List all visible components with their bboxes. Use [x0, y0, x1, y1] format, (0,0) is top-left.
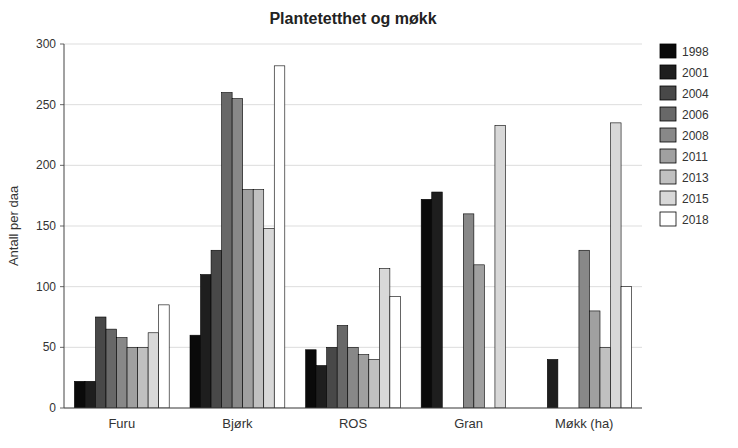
legend-label: 2006 — [682, 108, 709, 122]
grid — [64, 44, 642, 408]
legend-swatch — [660, 191, 676, 205]
legend-swatch — [660, 128, 676, 142]
bar — [390, 296, 401, 408]
y-tick-label: 0 — [49, 401, 56, 415]
bar — [432, 192, 443, 408]
grid-line — [64, 44, 642, 45]
bar — [201, 275, 212, 408]
bar — [421, 199, 432, 408]
legend-label: 2001 — [682, 66, 709, 80]
x-tick-label: ROS — [339, 416, 368, 431]
legend-swatch — [660, 86, 676, 100]
bar — [463, 214, 474, 408]
bar — [232, 99, 243, 408]
y-tick — [60, 408, 64, 409]
x-tick-label: Furu — [108, 416, 135, 431]
bar — [495, 125, 506, 408]
bar — [316, 366, 327, 408]
legend-swatch — [660, 212, 676, 226]
bar — [274, 66, 285, 408]
bar — [306, 350, 317, 408]
legend-label: 2011 — [682, 150, 708, 164]
grid-line — [64, 165, 642, 166]
legend-label: 2013 — [682, 171, 709, 185]
legend-swatch — [660, 65, 676, 79]
chart: Plantetetthet og møkk Antall per daa 0 50 10… — [0, 0, 738, 448]
grid-line — [64, 226, 642, 227]
bar — [117, 338, 128, 408]
bar — [127, 347, 138, 408]
title: Plantetetthet og møkk — [269, 10, 436, 27]
bar — [547, 359, 558, 408]
y-tick-label: 50 — [43, 340, 57, 354]
bar — [327, 347, 338, 408]
bar — [379, 268, 390, 408]
y-tick-label: 300 — [36, 37, 56, 51]
x-tick-label: Bjørk — [222, 416, 253, 431]
legend-swatch — [660, 149, 676, 163]
bar — [600, 347, 611, 408]
bar — [253, 190, 264, 408]
bar — [190, 335, 201, 408]
grid-line — [64, 408, 642, 409]
legend-label: 2015 — [682, 192, 709, 206]
legend-label: 2018 — [682, 213, 709, 227]
bar — [148, 333, 159, 408]
legend-swatch — [660, 44, 676, 58]
bar — [474, 265, 485, 408]
bar — [211, 250, 222, 408]
bar — [589, 311, 600, 408]
bar — [159, 305, 170, 408]
bar — [85, 381, 96, 408]
bar — [243, 190, 254, 408]
legend-label: 2004 — [682, 87, 709, 101]
y-axis — [64, 44, 65, 408]
x-tick-label: Møkk (ha) — [555, 416, 614, 431]
bar — [138, 347, 149, 408]
y-tick — [60, 44, 64, 45]
legend: 1998 2001 2004 2006 2008 2011 2013 2015 2018 — [660, 44, 709, 227]
legend-label: 1998 — [682, 45, 709, 59]
bar — [222, 93, 233, 408]
bar — [579, 250, 590, 408]
legend-swatch — [660, 107, 676, 121]
legend-swatch — [660, 170, 676, 184]
legend-label: 2008 — [682, 129, 709, 143]
grid-line — [64, 104, 642, 105]
y-tick — [60, 347, 64, 348]
y-tick — [60, 104, 64, 105]
bar — [348, 347, 359, 408]
bar — [264, 228, 275, 408]
bar — [106, 329, 117, 408]
grid-line — [64, 286, 642, 287]
y-tick — [60, 226, 64, 227]
bar — [369, 359, 380, 408]
y-axis-label: Antall per daa — [6, 185, 21, 266]
bars — [74, 66, 631, 408]
x-axis — [64, 408, 642, 409]
bar — [611, 123, 622, 408]
bar — [358, 355, 369, 408]
bar — [337, 325, 348, 408]
y-tick-label: 200 — [36, 158, 56, 172]
y-tick-label: 150 — [36, 219, 56, 233]
bar — [74, 381, 85, 408]
bar — [621, 287, 632, 408]
bar — [95, 317, 106, 408]
x-tick-label: Gran — [454, 416, 483, 431]
y-tick-label: 250 — [36, 98, 56, 112]
y-tick — [60, 165, 64, 166]
y-tick — [60, 286, 64, 287]
y-tick-label: 100 — [36, 280, 56, 294]
